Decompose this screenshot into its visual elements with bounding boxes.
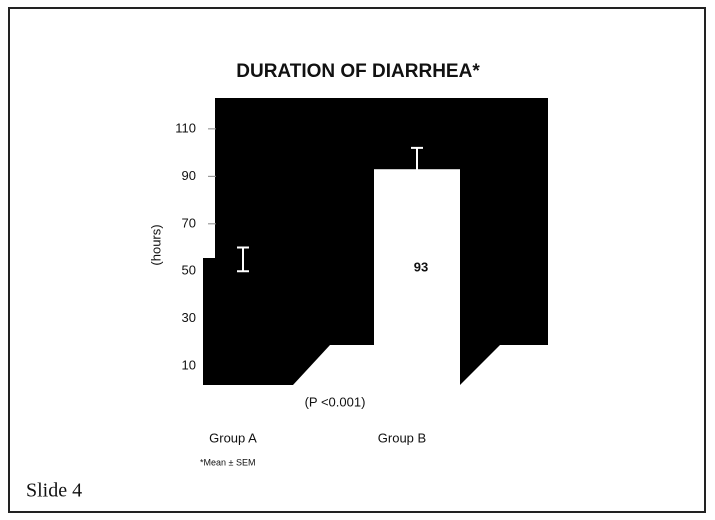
y-tick-label: 110 xyxy=(175,120,196,135)
chart-title: DURATION OF DIARRHEA* xyxy=(236,61,480,82)
value-label: 93 xyxy=(414,259,428,274)
bar xyxy=(374,169,460,385)
footnote: *Mean ± SEM xyxy=(200,457,255,467)
bar xyxy=(205,259,291,385)
y-tick-label: 70 xyxy=(182,215,196,230)
y-tick-label: 50 xyxy=(182,263,196,278)
x-tick-label: Group B xyxy=(378,430,426,445)
y-axis-label: (hours) xyxy=(148,224,163,265)
x-tick-label: Group A xyxy=(209,430,257,445)
slide-label: Slide 4 xyxy=(26,480,82,502)
y-tick-label: 10 xyxy=(182,358,196,373)
y-tick-label: 30 xyxy=(182,310,196,325)
y-tick-label: 90 xyxy=(182,168,196,183)
error-bar xyxy=(411,146,423,192)
annotation: (P <0.001) xyxy=(305,394,366,409)
error-bar xyxy=(237,246,249,273)
